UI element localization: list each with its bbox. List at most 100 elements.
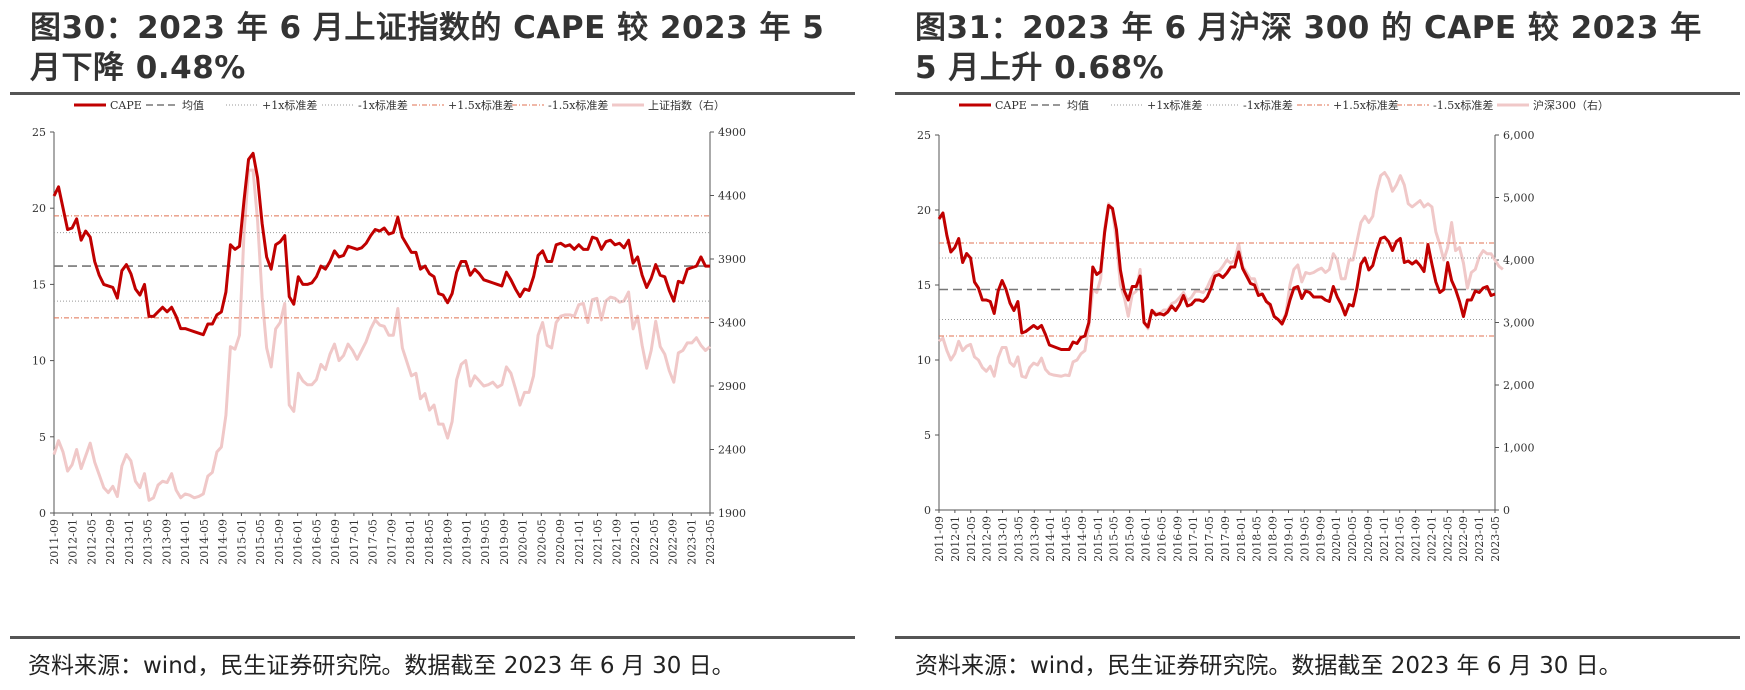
x-tick-label: 2023-05 bbox=[1489, 516, 1502, 562]
right-tick-label: 0 bbox=[1503, 504, 1510, 517]
left-tick-label: 25 bbox=[917, 129, 931, 142]
bottom-rule bbox=[10, 636, 855, 639]
left-tick-label: 25 bbox=[32, 126, 46, 139]
x-tick-label: 2017-01 bbox=[1187, 516, 1200, 562]
x-tick-label: 2017-05 bbox=[367, 519, 380, 565]
x-tick-label: 2017-09 bbox=[385, 519, 398, 565]
x-tick-label: 2020-05 bbox=[535, 519, 548, 565]
x-tick-label: 2018-05 bbox=[1251, 516, 1264, 562]
x-tick-label: 2022-01 bbox=[629, 519, 642, 565]
x-tick-label: 2019-05 bbox=[479, 519, 492, 565]
x-tick-label: 2013-05 bbox=[142, 519, 155, 565]
legend: CAPE 均值 +1x标准差 -1x标准差 +1.5x标准差 -1.5x标准差 沪深300（… bbox=[959, 100, 1609, 112]
x-tick-label: 2022-05 bbox=[1441, 516, 1454, 562]
legend-label: +1x标准差 bbox=[262, 100, 317, 112]
figure-title: 图30：2023 年 6 月上证指数的 CAPE 较 2023 年 5 月下降 … bbox=[30, 10, 825, 86]
x-tick-label: 2012-01 bbox=[67, 519, 80, 565]
legend-label: 沪深300（右） bbox=[1533, 100, 1609, 112]
x-tick-label: 2021-05 bbox=[592, 519, 605, 565]
cape-chart-shanghai: 0 5 10 15 20 25 1900 2400 2900 3400 3900 4400 4900 20… bbox=[32, 100, 746, 565]
x-tick-label: 2014-05 bbox=[198, 519, 211, 565]
x-tick-label: 2014-09 bbox=[217, 519, 230, 565]
cape-series-line bbox=[52, 151, 710, 337]
x-tick-label: 2016-05 bbox=[310, 519, 323, 565]
x-tick-label: 2012-09 bbox=[981, 516, 994, 562]
right-tick-label: 2900 bbox=[718, 380, 746, 393]
source-note: 资料来源：wind，民生证券研究院。数据截至 2023 年 6 月 30 日。 bbox=[915, 653, 1622, 679]
x-tick-label: 2014-01 bbox=[1044, 516, 1057, 562]
x-tick-label: 2013-01 bbox=[997, 516, 1010, 562]
x-tick-label: 2016-01 bbox=[1140, 516, 1153, 562]
legend-label: CAPE bbox=[995, 100, 1027, 112]
x-tick-label: 2017-09 bbox=[1219, 516, 1232, 562]
left-tick-label: 5 bbox=[924, 429, 931, 442]
x-tick-label: 2016-09 bbox=[1171, 516, 1184, 562]
right-tick-label: 4,000 bbox=[1503, 254, 1535, 267]
x-tick-label: 2014-01 bbox=[179, 519, 192, 565]
left-tick-label: 15 bbox=[917, 279, 931, 292]
x-tick-label: 2019-05 bbox=[1298, 516, 1311, 562]
index-series-line bbox=[52, 168, 711, 502]
left-tick-label: 10 bbox=[917, 354, 931, 367]
x-tick-label: 2016-05 bbox=[1155, 516, 1168, 562]
left-tick-label: 0 bbox=[39, 507, 46, 520]
x-tick-label: 2018-05 bbox=[423, 519, 436, 565]
x-tick-label: 2022-05 bbox=[648, 519, 661, 565]
legend-label: -1.5x标准差 bbox=[1433, 100, 1493, 112]
left-tick-label: 20 bbox=[917, 204, 931, 217]
right-tick-label: 2400 bbox=[718, 444, 746, 457]
right-tick-label: 3,000 bbox=[1503, 317, 1535, 330]
x-tick-label: 2016-09 bbox=[329, 519, 342, 565]
x-tick-label: 2013-05 bbox=[1012, 516, 1025, 562]
figure-title: 图31：2023 年 6 月沪深 300 的 CAPE 较 2023 年 5 月… bbox=[915, 10, 1702, 86]
legend-label: -1x标准差 bbox=[358, 100, 408, 112]
x-tick-label: 2013-01 bbox=[123, 519, 136, 565]
x-tick-label: 2020-01 bbox=[1330, 516, 1343, 562]
right-tick-label: 1900 bbox=[718, 507, 746, 520]
cape-series-line bbox=[937, 204, 1496, 351]
legend-label: -1.5x标准差 bbox=[548, 100, 608, 112]
chart-panel-right: 图31：2023 年 6 月沪深 300 的 CAPE 较 2023 年 5 月… bbox=[885, 0, 1745, 690]
x-tick-label: 2023-01 bbox=[685, 519, 698, 565]
left-tick-label: 15 bbox=[32, 278, 46, 291]
left-tick-label: 20 bbox=[32, 202, 46, 215]
right-tick-label: 2,000 bbox=[1503, 379, 1535, 392]
x-tick-label: 2015-01 bbox=[235, 519, 248, 565]
x-tick-label: 2020-09 bbox=[1362, 516, 1375, 562]
legend-label: -1x标准差 bbox=[1243, 100, 1293, 112]
x-tick-label: 2019-09 bbox=[1314, 516, 1327, 562]
legend-label: +1.5x标准差 bbox=[1333, 100, 1399, 112]
cape-chart-csi300: 0 5 10 15 20 25 0 1,000 2,000 3,000 4,000 5,000 6,00… bbox=[917, 100, 1609, 562]
x-tick-label: 2015-05 bbox=[254, 519, 267, 565]
legend-label: 均值 bbox=[182, 100, 204, 112]
legend: CAPE 均值 +1x标准差 -1x标准差 +1.5x标准差 -1.5x标准差 上证指数（右… bbox=[74, 100, 725, 112]
x-tick-label: 2012-09 bbox=[104, 519, 117, 565]
x-tick-label: 2016-01 bbox=[292, 519, 305, 565]
right-tick-label: 4400 bbox=[718, 190, 746, 203]
x-tick-label: 2021-01 bbox=[1378, 516, 1391, 562]
x-tick-label: 2018-09 bbox=[1267, 516, 1280, 562]
x-tick-label: 2020-09 bbox=[554, 519, 567, 565]
x-tick-label: 2015-05 bbox=[1108, 516, 1121, 562]
top-rule bbox=[10, 92, 855, 95]
x-tick-label: 2021-09 bbox=[1410, 516, 1423, 562]
legend-label: 上证指数（右） bbox=[648, 100, 725, 112]
x-tick-label: 2011-09 bbox=[933, 516, 946, 562]
right-tick-label: 6,000 bbox=[1503, 129, 1535, 142]
top-rule bbox=[895, 92, 1740, 95]
x-tick-label: 2019-09 bbox=[498, 519, 511, 565]
legend-label: 均值 bbox=[1067, 100, 1089, 112]
x-tick-label: 2023-01 bbox=[1473, 516, 1486, 562]
x-tick-label: 2012-01 bbox=[949, 516, 962, 562]
x-tick-label: 2012-05 bbox=[85, 519, 98, 565]
x-tick-label: 2020-01 bbox=[517, 519, 530, 565]
x-tick-label: 2017-01 bbox=[348, 519, 361, 565]
bottom-rule bbox=[895, 636, 1740, 639]
legend-label: +1.5x标准差 bbox=[448, 100, 514, 112]
right-tick-label: 3400 bbox=[718, 317, 746, 330]
x-tick-label: 2018-01 bbox=[404, 519, 417, 565]
x-tick-label: 2015-09 bbox=[273, 519, 286, 565]
x-tick-label: 2012-05 bbox=[965, 516, 978, 562]
right-tick-label: 4900 bbox=[718, 126, 746, 139]
left-tick-label: 5 bbox=[39, 431, 46, 444]
